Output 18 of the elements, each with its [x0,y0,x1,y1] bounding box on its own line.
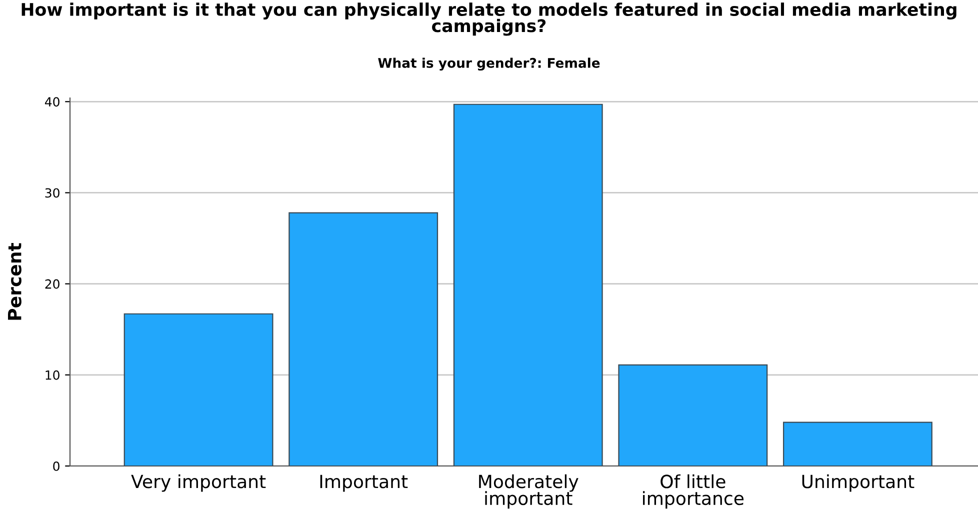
bar [288,212,438,466]
bar [782,422,932,466]
y-tick-label: 0 [53,461,60,471]
y-tick-label: 10 [46,370,60,380]
x-tick-label: Important [320,474,408,492]
bar [453,104,603,466]
y-tick-label: 30 [45,188,60,198]
chart-title: How important is it that you can physically relate to models featured in social media marketing campaigns? [22,2,956,36]
chart-subtitle: What is your gender?: Female [378,58,600,71]
y-tick-label: 20 [45,279,60,289]
x-tick-label: Unimportant [802,474,914,492]
x-tick-label: Of little importance [643,474,744,509]
bar [618,364,768,466]
bar [124,313,274,466]
y-tick-label: 40 [44,97,60,107]
x-tick-label: Moderately important [479,474,578,509]
x-tick-label: Very important [131,474,266,492]
y-axis-title: Percent [8,243,22,320]
